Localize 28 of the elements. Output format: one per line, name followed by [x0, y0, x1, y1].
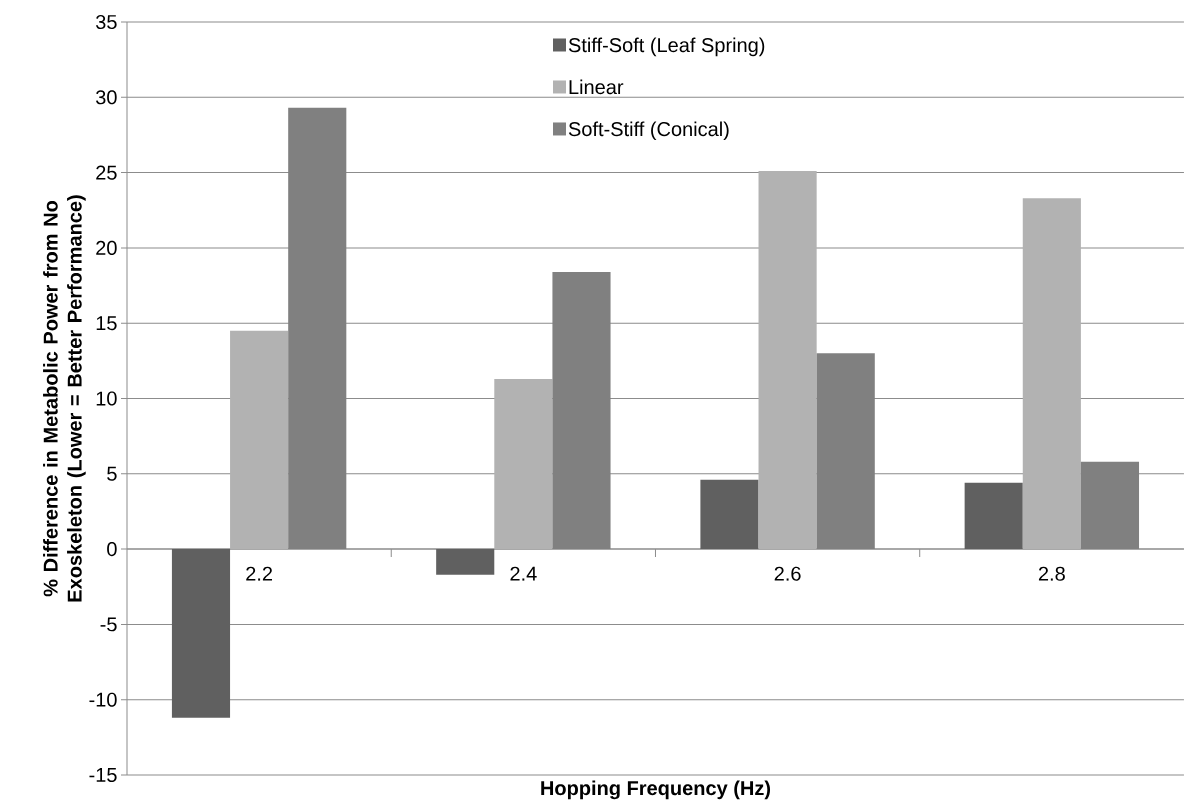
bar	[964, 482, 1023, 550]
x-tick-label: 2.2	[246, 566, 273, 581]
y-axis-title: % Difference in Metabolic Power from No Exoskeleton (Lower = Better Performance)	[43, 195, 86, 602]
x-axis-title: Hopping Frequency (Hz)	[541, 780, 771, 800]
y-tick-label: 30	[95, 90, 117, 105]
y-tick-label: 25	[96, 165, 117, 180]
x-tick-label: 2.8	[1038, 566, 1065, 581]
y-tick-label: 15	[96, 316, 117, 331]
legend-label: Stiff-Soft (Leaf Spring)	[568, 37, 765, 57]
x-tick-label: 2.6	[774, 566, 801, 581]
y-tick-label: 5	[107, 466, 117, 481]
legend-label: Linear	[569, 79, 624, 95]
bar	[700, 479, 759, 550]
y-tick-label: -5	[100, 617, 117, 632]
bar	[171, 549, 231, 718]
y-tick-label: -15	[89, 768, 117, 782]
bar	[230, 330, 289, 550]
y-tick-label: 20	[96, 240, 117, 255]
bar	[1022, 198, 1081, 550]
bar	[758, 171, 817, 550]
y-tick-label: 10	[96, 391, 117, 406]
x-tick-label: 2.4	[510, 566, 537, 581]
y-tick-label: -10	[89, 692, 117, 707]
legend-label: Soft-Stiff (Conical)	[568, 121, 729, 141]
bar	[494, 378, 553, 550]
y-tick-label: 0	[107, 542, 117, 557]
y-tick-label: 35	[95, 14, 117, 30]
bar	[436, 549, 495, 575]
